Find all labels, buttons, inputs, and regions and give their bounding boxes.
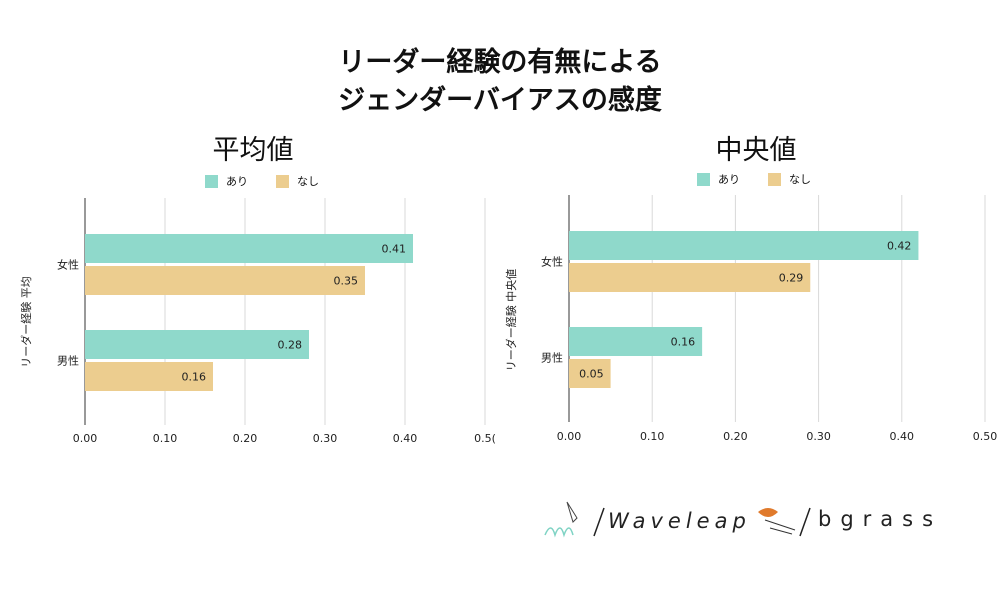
- legend-swatch-ari: [697, 172, 710, 186]
- legend-swatch-nashi: [276, 174, 289, 188]
- bgrass-logo-text: bgrass: [818, 507, 943, 531]
- category-label: 女性: [541, 255, 563, 269]
- data-label: 0.42: [887, 240, 912, 253]
- bar: [569, 359, 611, 388]
- data-label: 0.16: [671, 336, 696, 349]
- bar: [85, 266, 365, 295]
- data-label: 0.35: [334, 275, 359, 288]
- bar: [569, 231, 919, 260]
- right-legend: あり なし: [697, 171, 839, 187]
- x-tick-label: 0.30: [806, 430, 831, 443]
- x-tick-label: 0.5(: [474, 432, 496, 445]
- waveleap-logo-text: Waveleap: [608, 509, 751, 533]
- bar: [85, 234, 413, 263]
- legend-label-nashi: なし: [297, 175, 319, 188]
- right-chart-title: 中央値: [715, 135, 797, 166]
- bar: [85, 362, 213, 391]
- left-chart-title: 平均値: [212, 135, 294, 166]
- y-axis-title: リーダー経験 平均: [19, 276, 33, 368]
- left-legend: あり なし: [205, 173, 347, 189]
- chart-title-line-1: リーダー経験の有無による: [338, 47, 662, 78]
- legend-swatch-nashi: [768, 172, 781, 186]
- x-tick-label: 0.00: [73, 432, 98, 445]
- bar: [569, 327, 703, 356]
- x-tick-label: 0.00: [557, 430, 582, 443]
- x-tick-label: 0.50: [973, 430, 998, 443]
- x-tick-label: 0.10: [153, 432, 178, 445]
- category-label: 男性: [57, 354, 79, 368]
- data-label: 0.28: [278, 339, 303, 352]
- x-tick-label: 0.10: [640, 430, 665, 443]
- x-tick-label: 0.40: [393, 432, 418, 445]
- data-label: 0.05: [579, 368, 604, 381]
- data-label: 0.41: [382, 243, 407, 256]
- legend-label-ari: あり: [718, 173, 740, 186]
- legend-swatch-ari: [205, 174, 218, 188]
- x-tick-label: 0.20: [233, 432, 258, 445]
- x-tick-label: 0.20: [723, 430, 748, 443]
- x-tick-label: 0.40: [890, 430, 915, 443]
- data-label: 0.16: [182, 371, 207, 384]
- x-tick-label: 0.30: [313, 432, 338, 445]
- y-axis-title: リーダー経験 中央値: [504, 269, 518, 372]
- category-label: 女性: [57, 258, 79, 272]
- legend-label-nashi: なし: [789, 173, 811, 186]
- legend-label-ari: あり: [226, 175, 248, 188]
- data-label: 0.29: [779, 272, 804, 285]
- bar: [569, 263, 811, 292]
- chart-title-line-2: ジェンダーバイアスの感度: [338, 85, 662, 116]
- bar: [85, 330, 309, 359]
- category-label: 男性: [541, 351, 563, 365]
